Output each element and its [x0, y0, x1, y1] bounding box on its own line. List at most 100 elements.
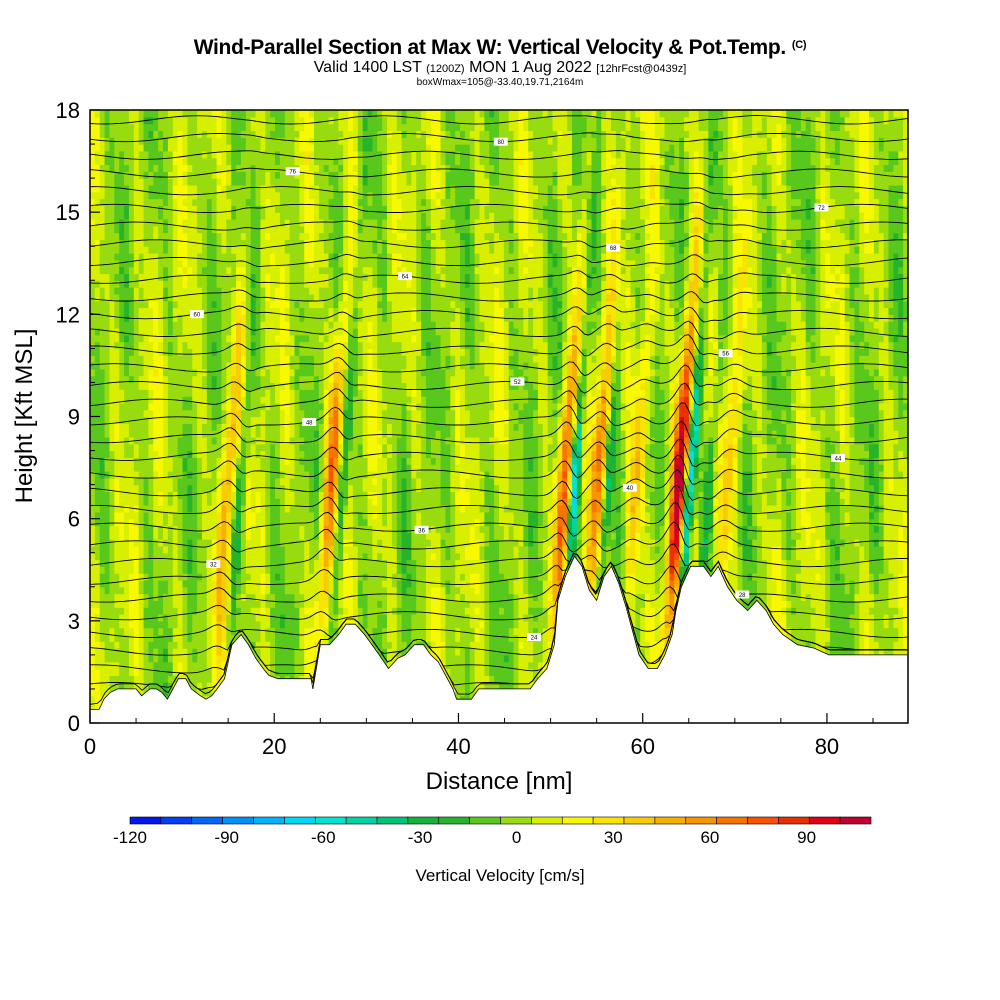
velocity-cell	[182, 627, 188, 636]
velocity-cell	[299, 539, 305, 547]
velocity-cell	[104, 409, 111, 418]
velocity-cell	[124, 505, 130, 513]
velocity-cell	[211, 239, 218, 247]
velocity-cell	[313, 566, 320, 574]
velocity-cell	[328, 157, 335, 166]
velocity-cell	[357, 559, 364, 567]
velocity-cell	[270, 239, 276, 247]
velocity-cell	[119, 171, 125, 179]
velocity-cell	[260, 266, 266, 275]
velocity-cell	[255, 491, 262, 499]
velocity-cell	[177, 110, 184, 118]
velocity-cell	[348, 218, 354, 227]
velocity-cell	[206, 443, 213, 452]
velocity-cell	[192, 620, 198, 629]
velocity-cell	[167, 184, 174, 193]
velocity-cell	[114, 654, 120, 663]
velocity-cell	[172, 539, 179, 547]
velocity-cell	[275, 327, 281, 336]
velocity-cell	[201, 259, 208, 268]
velocity-cell	[119, 232, 125, 241]
velocity-cell	[367, 205, 374, 213]
velocity-cell	[318, 246, 325, 254]
velocity-cell	[143, 280, 150, 288]
velocity-cell	[338, 375, 344, 384]
velocity-cell	[328, 600, 335, 608]
velocity-cell	[299, 600, 305, 608]
velocity-cell	[104, 225, 111, 234]
velocity-cell	[250, 314, 257, 322]
velocity-cell	[172, 443, 179, 452]
velocity-cell	[328, 144, 335, 152]
velocity-cell	[289, 614, 296, 622]
velocity-cell	[90, 273, 96, 281]
velocity-cell	[133, 668, 140, 676]
velocity-cell	[167, 600, 174, 608]
velocity-cell	[133, 648, 140, 656]
velocity-cell	[94, 484, 101, 493]
velocity-cell	[289, 505, 296, 513]
velocity-cell	[260, 184, 266, 193]
velocity-cell	[357, 280, 364, 288]
velocity-cell	[236, 586, 242, 595]
velocity-cell	[109, 253, 115, 261]
velocity-cell	[357, 225, 364, 234]
velocity-cell	[182, 259, 188, 268]
velocity-cell	[124, 423, 130, 431]
velocity-cell	[260, 430, 266, 438]
velocity-cell	[206, 511, 213, 520]
velocity-cell	[163, 593, 169, 601]
velocity-cell	[279, 259, 286, 268]
velocity-cell	[167, 634, 174, 642]
velocity-cell	[338, 614, 344, 622]
velocity-cell	[206, 641, 213, 649]
velocity-cell	[167, 511, 174, 520]
velocity-cell	[201, 545, 208, 554]
velocity-cell	[153, 641, 159, 649]
velocity-cell	[294, 116, 300, 125]
velocity-cell	[348, 566, 354, 574]
velocity-cell	[192, 682, 198, 690]
velocity-cell	[352, 116, 359, 125]
velocity-cell	[201, 552, 208, 561]
velocity-cell	[226, 539, 232, 547]
velocity-cell	[309, 525, 315, 533]
velocity-cell	[128, 239, 135, 247]
velocity-cell	[109, 491, 115, 499]
velocity-cell	[299, 402, 305, 411]
velocity-cell	[226, 123, 232, 132]
velocity-cell	[362, 355, 369, 363]
velocity-cell	[206, 137, 213, 145]
velocity-cell	[99, 368, 106, 377]
velocity-cell	[284, 355, 291, 363]
velocity-cell	[328, 402, 335, 411]
velocity-cell	[236, 552, 242, 561]
velocity-cell	[158, 389, 164, 397]
velocity-cell	[236, 171, 242, 179]
velocity-cell	[299, 130, 305, 138]
velocity-cell	[201, 430, 208, 438]
velocity-cell	[309, 648, 315, 656]
velocity-cell	[260, 654, 266, 663]
velocity-cell	[231, 423, 237, 431]
velocity-cell	[211, 191, 218, 200]
velocity-cell	[226, 232, 232, 241]
velocity-cell	[114, 232, 120, 241]
velocity-cell	[328, 164, 335, 172]
velocity-cell	[172, 184, 179, 193]
velocity-cell	[221, 355, 227, 363]
velocity-cell	[138, 123, 145, 132]
velocity-cell	[377, 518, 383, 527]
velocity-cell	[109, 191, 115, 200]
velocity-cell	[192, 518, 198, 527]
velocity-cell	[333, 164, 339, 172]
velocity-cell	[153, 321, 159, 329]
velocity-cell	[289, 368, 296, 377]
velocity-cell	[372, 212, 378, 220]
velocity-cell	[318, 144, 325, 152]
velocity-cell	[201, 307, 208, 315]
velocity-cell	[119, 164, 125, 172]
velocity-cell	[192, 287, 198, 295]
velocity-cell	[275, 505, 281, 513]
velocity-cell	[182, 253, 188, 261]
